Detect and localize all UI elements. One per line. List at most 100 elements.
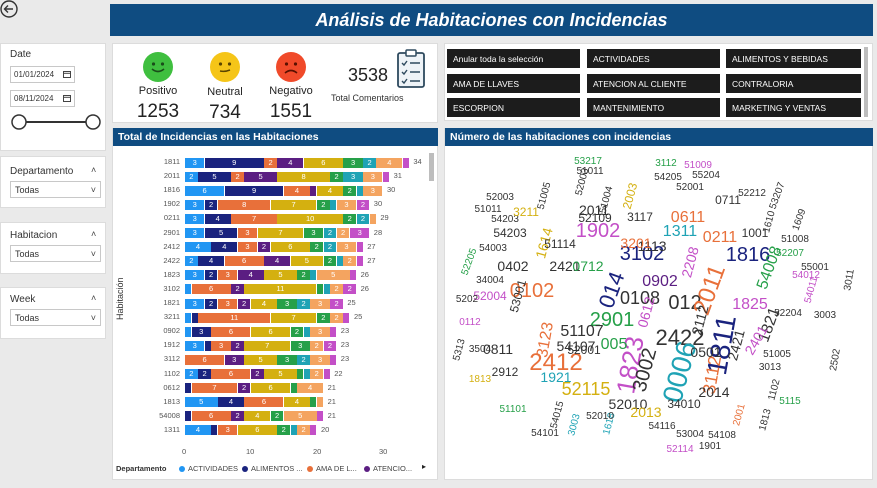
dept-button-ama-de-llaves[interactable]: AMA DE LLAVES — [447, 74, 580, 93]
bar-segment[interactable]: 3 — [336, 199, 357, 210]
wordcloud-word[interactable]: 54107 — [556, 338, 596, 354]
bar-segment[interactable] — [356, 242, 363, 253]
bar-segment[interactable]: 4 — [284, 185, 310, 196]
wordcloud-word[interactable]: 2422 — [655, 325, 705, 350]
bar-segment[interactable]: 2 — [323, 340, 337, 351]
calendar-icon[interactable] — [63, 94, 71, 104]
bar-segment[interactable]: 3 — [363, 171, 383, 182]
bar-segment[interactable]: 9 — [204, 157, 264, 168]
wordcloud-word[interactable]: 54203 — [493, 226, 527, 240]
bar-segment[interactable]: 2 — [323, 256, 337, 267]
wordcloud-word[interactable]: 012 — [668, 292, 702, 314]
bar-segment[interactable]: 2 — [343, 256, 357, 267]
bar-segment[interactable]: 6 — [211, 326, 251, 337]
wordcloud-word[interactable]: 5313 — [451, 337, 468, 363]
week-dropdown[interactable]: Todas ˅ — [10, 309, 101, 326]
bar-segment[interactable]: 2 — [277, 425, 291, 436]
wordcloud-word[interactable]: 51011 — [474, 204, 502, 215]
bar-segment[interactable] — [185, 312, 192, 323]
bar-segment[interactable]: 2 — [297, 298, 310, 309]
bar-segment[interactable]: 4 — [211, 242, 238, 253]
bar-segment[interactable]: 4 — [185, 242, 211, 253]
bar-segment[interactable] — [297, 369, 304, 379]
bar-segment[interactable]: 2 — [231, 171, 244, 182]
wordcloud-word[interactable]: 1001 — [741, 226, 769, 240]
bar-segment[interactable]: 3 — [350, 228, 370, 238]
bar-segment[interactable]: 3 — [218, 298, 238, 309]
wordcloud-word[interactable]: 52205 — [459, 246, 480, 277]
dept-button-mantenimiento[interactable]: MANTENIMIENTO — [587, 98, 720, 117]
wordcloud-word[interactable]: 1902 — [575, 220, 621, 242]
bar-segment[interactable]: 2 — [310, 369, 324, 379]
wordcloud-word[interactable]: 53217 — [574, 156, 602, 167]
bar-segment[interactable] — [317, 397, 324, 408]
bar-segment[interactable]: 3 — [191, 326, 211, 337]
bar-segment[interactable]: 3 — [185, 298, 205, 309]
bar-segment[interactable]: 2 — [204, 298, 218, 309]
wordcloud-word[interactable]: 54012 — [792, 270, 820, 281]
wordcloud-word[interactable]: 3013 — [758, 362, 782, 373]
bar-segment[interactable]: 5 — [185, 397, 218, 408]
wordcloud-word[interactable]: 2421 — [549, 258, 581, 274]
wordcloud-word[interactable]: 53004 — [676, 429, 704, 440]
bar-segment[interactable] — [310, 397, 317, 408]
bar-segment[interactable]: 3 — [185, 340, 205, 351]
bar-segment[interactable] — [323, 369, 330, 379]
wordcloud-word[interactable]: 51008 — [781, 234, 809, 245]
wordcloud-word[interactable]: 2502 — [828, 348, 843, 372]
wordcloud-word[interactable]: 2014 — [698, 384, 730, 400]
legend-next-icon[interactable]: ▸ — [422, 462, 427, 471]
bar-segment[interactable]: 2 — [185, 256, 198, 267]
bar-segment[interactable]: 2 — [330, 171, 343, 182]
bar-segment[interactable] — [330, 199, 337, 210]
bar-segment[interactable] — [310, 185, 317, 196]
wordcloud-word[interactable]: 3102 — [619, 243, 665, 265]
wordcloud-word[interactable]: 1813 — [757, 407, 774, 433]
wordcloud-word[interactable]: 52003 — [486, 192, 514, 203]
bar-segment[interactable]: 2 — [198, 369, 211, 379]
legend-item[interactable]: AMA DE L... — [307, 464, 357, 473]
bar-segment[interactable] — [356, 256, 363, 267]
bar-segment[interactable]: 3 — [185, 157, 205, 168]
bar-segment[interactable]: 2 — [237, 298, 251, 309]
bar-segment[interactable] — [290, 383, 297, 394]
wordcloud-word[interactable]: 54015 — [548, 400, 567, 430]
bar-segment[interactable] — [191, 312, 198, 323]
chevron-down-icon[interactable]: ˅ — [90, 184, 96, 195]
bar-segment[interactable]: 4 — [277, 157, 304, 168]
bar-segment[interactable]: 3 — [336, 242, 357, 253]
wordcloud-word[interactable]: 51004 — [597, 185, 616, 215]
wordcloud-word[interactable]: 1816 — [725, 244, 771, 266]
wordcloud-word[interactable]: 54205 — [654, 172, 682, 183]
legend-item[interactable]: ATENCIO... — [364, 464, 412, 473]
bar-segment[interactable]: 3 — [211, 340, 231, 351]
bar-segment[interactable] — [204, 340, 211, 351]
wordcloud-word[interactable]: 51005 — [763, 349, 791, 360]
wordcloud-word[interactable]: 0811 — [482, 341, 514, 357]
bar-segment[interactable]: 2 — [185, 171, 198, 182]
bar-segment[interactable]: 9 — [224, 185, 284, 196]
bar-segment[interactable]: 4 — [376, 157, 403, 168]
bar-segment[interactable]: 2 — [317, 199, 330, 210]
bar-segment[interactable] — [185, 411, 192, 422]
wordcloud-word[interactable]: 0402 — [497, 258, 529, 274]
wordcloud-word[interactable]: 3112 — [655, 158, 677, 169]
legend-item[interactable]: ACTIVIDADES — [179, 464, 238, 473]
wordcloud-word[interactable]: 55001 — [801, 262, 829, 273]
bar-segment[interactable]: 6 — [185, 185, 225, 196]
bar-segment[interactable]: 5 — [317, 270, 350, 281]
bar-segment[interactable]: 2 — [185, 369, 198, 379]
start-date-field[interactable]: 01/01/2024 — [10, 66, 75, 83]
bar-segment[interactable]: 4 — [244, 411, 271, 422]
bar-segment[interactable]: 3 — [237, 242, 258, 253]
wordcloud-word[interactable]: 52114 — [666, 444, 694, 455]
bar-segment[interactable]: 3 — [303, 228, 324, 238]
bar-segment[interactable]: 2 — [251, 369, 264, 379]
wordcloud-word[interactable]: 0108 — [619, 288, 661, 308]
bar-segment[interactable] — [290, 425, 297, 436]
bar-segment[interactable]: 3 — [310, 326, 330, 337]
bar-segment[interactable]: 6 — [191, 284, 231, 295]
chevron-up-icon[interactable]: ˄ — [91, 229, 97, 239]
wordcloud-word[interactable]: 2901 — [589, 309, 635, 331]
bar-segment[interactable]: 2 — [297, 354, 310, 365]
